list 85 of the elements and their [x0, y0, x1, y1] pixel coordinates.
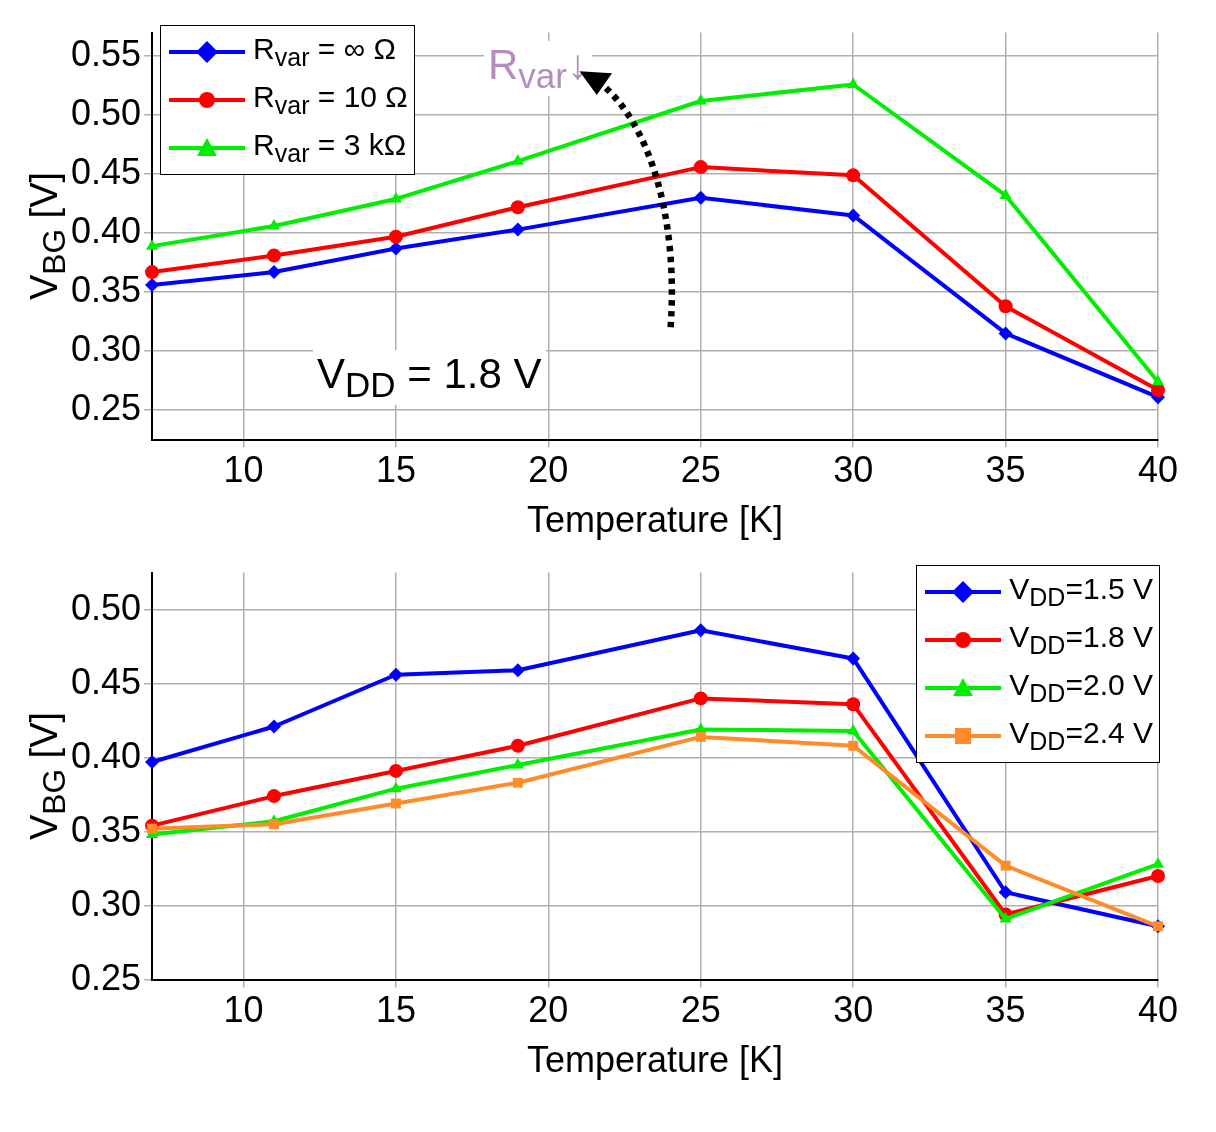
x-tick-label: 40: [1137, 989, 1179, 1031]
legend-label: V$_{DD}$=1.8 V: [1009, 619, 1153, 660]
y-tick-label: 0.30: [70, 328, 142, 370]
point: [510, 738, 525, 753]
y-tick-label: 0.40: [70, 734, 142, 776]
point: [267, 219, 281, 230]
point: [693, 190, 708, 205]
point: [693, 160, 708, 175]
point: [510, 222, 525, 237]
point: [389, 781, 402, 793]
point: [388, 763, 403, 778]
point: [999, 188, 1012, 199]
y-tick-label: 0.35: [70, 808, 142, 850]
point: [145, 278, 160, 293]
point: [145, 265, 160, 280]
point: [998, 885, 1013, 900]
point: [693, 691, 708, 706]
y-tick-label: 0.35: [70, 269, 142, 311]
point: [695, 731, 706, 742]
point: [389, 191, 402, 203]
point: [999, 911, 1012, 923]
point: [511, 758, 524, 769]
point: [847, 723, 860, 735]
y-tick-label: 0.25: [70, 387, 142, 429]
legend-label: V$_{DD}$=1.5 V: [1009, 571, 1153, 612]
point: [998, 299, 1013, 314]
point: [388, 667, 403, 682]
x-tick-label: 15: [375, 449, 416, 491]
x-tick-label: 10: [223, 449, 264, 491]
x-tick-label: 35: [985, 989, 1026, 1031]
y-tick-label: 0.30: [70, 882, 142, 924]
point: [267, 265, 281, 280]
x-tick-label: 15: [375, 989, 416, 1031]
point: [847, 77, 860, 89]
y-tick-label: 0.45: [70, 151, 142, 193]
y-tick-label: 0.25: [70, 956, 142, 998]
point: [388, 241, 403, 256]
x-axis-title: Temperature [K]: [526, 499, 784, 541]
point: [846, 651, 861, 666]
point: [1151, 383, 1165, 398]
point: [390, 798, 401, 809]
point: [511, 154, 524, 165]
point: [846, 697, 861, 712]
x-tick-label: 25: [680, 989, 721, 1031]
point: [1151, 857, 1165, 868]
point: [146, 239, 159, 250]
point: [998, 326, 1013, 341]
y-tick-label: 0.50: [70, 92, 142, 134]
x-tick-label: 20: [528, 449, 569, 491]
x-tick-label: 30: [833, 989, 874, 1031]
point: [694, 94, 707, 105]
x-tick-label: 40: [1137, 449, 1179, 491]
legend-label: V$_{DD}$=2.4 V: [1009, 715, 1153, 756]
point: [145, 755, 160, 770]
point: [1151, 869, 1165, 883]
point: [510, 663, 525, 678]
point: [388, 229, 403, 244]
y-tick-label: 0.45: [70, 660, 142, 702]
point: [510, 200, 525, 215]
y-tick-label: 0.55: [70, 33, 142, 75]
legend-label: R$_{var}$ = ∞ Ω: [253, 31, 396, 72]
annotation: R$_{var}$↓: [484, 40, 592, 97]
point: [693, 623, 708, 638]
x-tick-label: 30: [833, 449, 874, 491]
point: [846, 168, 861, 183]
legend-label: R$_{var}$ = 3 kΩ: [253, 127, 407, 168]
point: [848, 740, 859, 751]
x-tick-label: 20: [528, 989, 569, 1031]
point: [269, 819, 279, 830]
point: [267, 719, 281, 734]
point: [1000, 860, 1011, 871]
point: [846, 208, 861, 223]
legend-label: R$_{var}$ = 10 Ω: [253, 79, 408, 120]
point: [267, 248, 281, 263]
x-axis-title: Temperature [K]: [526, 1039, 784, 1081]
x-tick-label: 10: [223, 989, 264, 1031]
point: [147, 823, 158, 834]
annotation: V$_{DD}$ = 1.8 V: [313, 350, 546, 406]
legend-label: V$_{DD}$=2.0 V: [1009, 667, 1153, 708]
y-tick-label: 0.50: [70, 586, 142, 628]
x-tick-label: 25: [680, 449, 721, 491]
point: [512, 777, 523, 788]
x-tick-label: 35: [985, 449, 1026, 491]
point: [267, 789, 281, 804]
y-tick-label: 0.40: [70, 210, 142, 252]
